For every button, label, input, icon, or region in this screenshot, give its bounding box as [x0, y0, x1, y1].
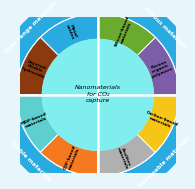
Wedge shape — [98, 14, 155, 56]
Wedge shape — [40, 14, 98, 56]
Text: Silicon-based
materials: Silicon-based materials — [114, 15, 134, 49]
Wedge shape — [17, 37, 59, 95]
Wedge shape — [137, 37, 179, 95]
Text: Metal
oxides: Metal oxides — [65, 23, 79, 41]
Circle shape — [42, 39, 153, 150]
Wedge shape — [40, 134, 98, 176]
Text: MOF-based
materials: MOF-based materials — [20, 112, 49, 130]
Wedge shape — [98, 134, 155, 176]
Text: Wide range materials: Wide range materials — [4, 1, 58, 55]
Text: COF-based
materials: COF-based materials — [63, 144, 81, 172]
Text: Renewable materials: Renewable materials — [138, 135, 191, 188]
Wedge shape — [98, 14, 155, 56]
Wedge shape — [137, 95, 179, 152]
Wedge shape — [17, 95, 59, 152]
Text: Nanomaterials: Nanomaterials — [75, 85, 121, 90]
Text: Stable materials: Stable materials — [10, 140, 52, 183]
Wedge shape — [137, 95, 179, 152]
Text: for CO₂: for CO₂ — [87, 91, 109, 97]
Wedge shape — [40, 134, 98, 176]
Wedge shape — [98, 134, 155, 176]
Text: Zeolites
materials: Zeolites materials — [116, 146, 132, 170]
Text: Porous materials: Porous materials — [143, 6, 186, 50]
Wedge shape — [17, 95, 59, 152]
Text: Porous
organic
polymers: Porous organic polymers — [148, 58, 174, 79]
Circle shape — [17, 14, 179, 176]
Text: capture: capture — [86, 98, 110, 103]
Wedge shape — [40, 14, 98, 56]
Text: Layered
double
hydroxide: Layered double hydroxide — [21, 58, 49, 79]
Wedge shape — [137, 37, 179, 95]
Wedge shape — [17, 37, 59, 95]
Text: Carbon-based
materials: Carbon-based materials — [143, 111, 178, 131]
